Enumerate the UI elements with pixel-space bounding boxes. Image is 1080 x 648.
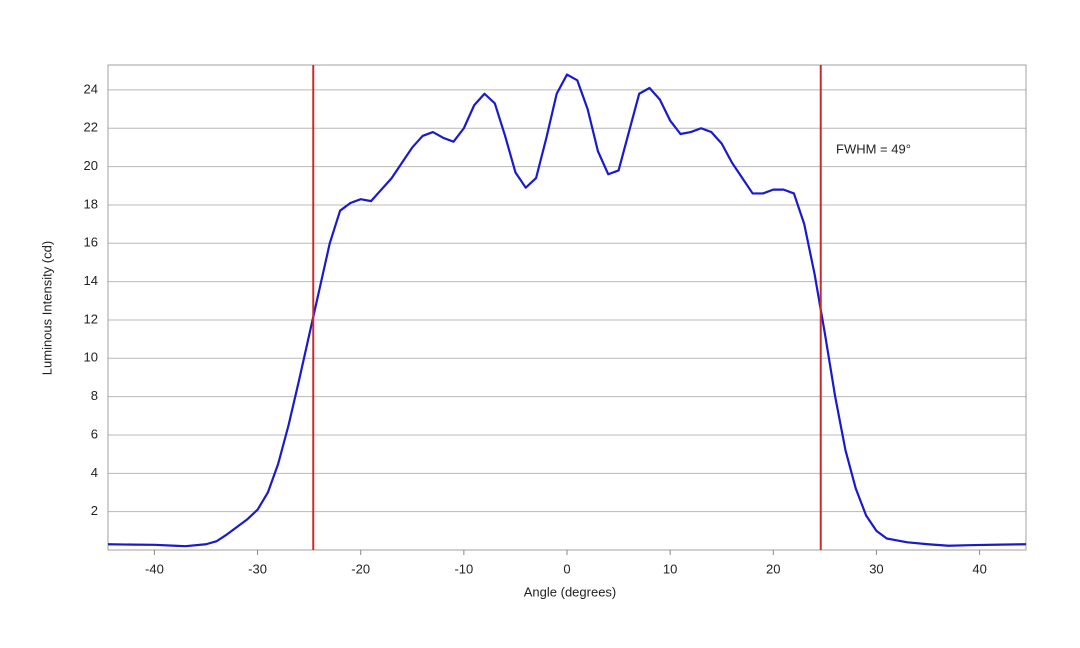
y-tick-label: 12 (84, 311, 98, 326)
y-tick-label: 18 (84, 196, 98, 211)
x-axis-label: Angle (degrees) (524, 584, 617, 599)
x-tick-label: 20 (766, 561, 780, 576)
y-tick-label: 6 (91, 426, 98, 441)
y-tick-label: 20 (84, 158, 98, 173)
y-tick-label: 24 (84, 81, 98, 96)
x-tick-label: 30 (869, 561, 883, 576)
x-tick-label: -30 (248, 561, 267, 576)
y-tick-label: 10 (84, 350, 98, 365)
y-tick-label: 2 (91, 503, 98, 518)
x-tick-label: 0 (563, 561, 570, 576)
y-tick-label: 8 (91, 388, 98, 403)
x-tick-label: -10 (454, 561, 473, 576)
x-tick-label: -40 (145, 561, 164, 576)
y-tick-label: 16 (84, 235, 98, 250)
y-axis-label: Luminous Intensity (cd) (39, 241, 54, 375)
x-tick-label: 40 (972, 561, 986, 576)
x-tick-label: 10 (663, 561, 677, 576)
annotation: FWHM = 49° (836, 141, 911, 156)
y-tick-label: 14 (84, 273, 98, 288)
plot-frame (107, 64, 1027, 551)
y-tick-label: 4 (91, 465, 98, 480)
y-tick-label: 22 (84, 120, 98, 135)
x-tick-label: -20 (351, 561, 370, 576)
data-line (107, 73, 1027, 548)
